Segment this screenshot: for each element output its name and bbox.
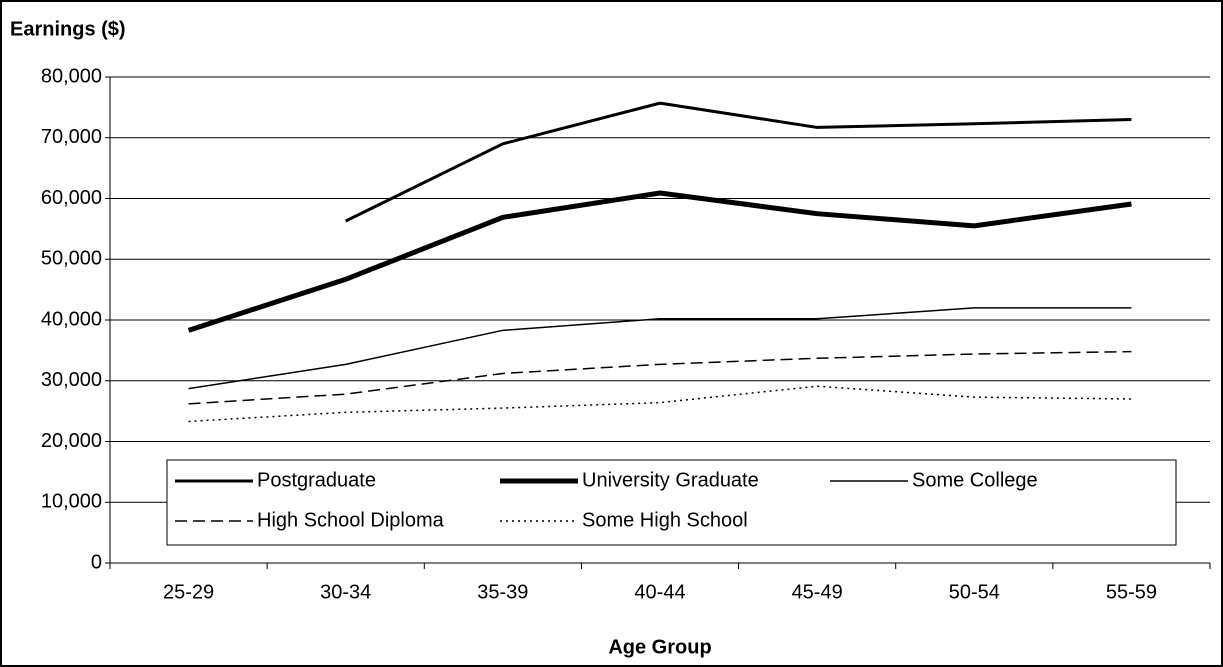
series-line bbox=[188, 385, 1132, 423]
legend-label: Some High School bbox=[582, 509, 748, 531]
series-line bbox=[188, 307, 1132, 390]
y-tick-label: 30,000 bbox=[41, 369, 102, 391]
y-tick-label: 20,000 bbox=[41, 430, 102, 452]
x-tick-label: 30-34 bbox=[320, 581, 371, 603]
y-tick-label: 10,000 bbox=[41, 491, 102, 513]
legend-label: Postgraduate bbox=[257, 469, 376, 491]
legend-label: High School Diploma bbox=[257, 509, 445, 531]
series-line bbox=[345, 101, 1132, 223]
legend-box bbox=[166, 459, 1177, 546]
y-tick-label: 0 bbox=[91, 551, 102, 573]
y-tick-label: 70,000 bbox=[41, 126, 102, 148]
x-tick-label: 55-59 bbox=[1106, 581, 1157, 603]
legend-label: Some College bbox=[912, 469, 1038, 491]
x-axis-title: Age Group bbox=[608, 636, 711, 658]
x-tick-label: 25-29 bbox=[163, 581, 214, 603]
y-tick-label: 60,000 bbox=[41, 187, 102, 209]
y-tick-label: 40,000 bbox=[41, 308, 102, 330]
y-tick-label: 80,000 bbox=[41, 65, 102, 87]
x-tick-label: 45-49 bbox=[792, 581, 843, 603]
y-tick-label: 50,000 bbox=[41, 248, 102, 270]
chart-title: Earnings ($) bbox=[10, 18, 126, 40]
legend-label: University Graduate bbox=[582, 469, 759, 491]
x-tick-label: 50-54 bbox=[949, 581, 1000, 603]
series-line bbox=[188, 350, 1132, 405]
x-tick-label: 40-44 bbox=[634, 581, 685, 603]
series-line bbox=[187, 190, 1132, 333]
x-tick-label: 35-39 bbox=[477, 581, 528, 603]
